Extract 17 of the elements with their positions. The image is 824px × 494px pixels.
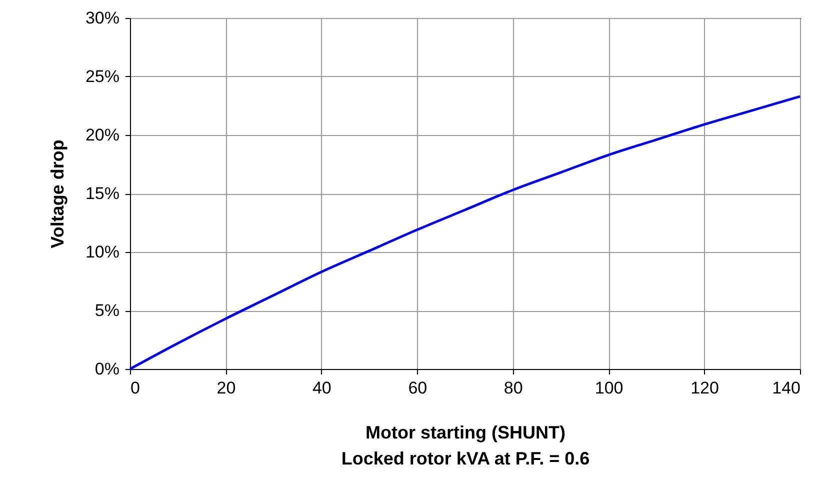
y-tick-label: 0% [94, 360, 120, 378]
x-tick-label: 0 [130, 378, 140, 398]
y-tick-label: 20% [85, 126, 120, 144]
y-tick-label: 5% [94, 301, 120, 320]
x-tick-label: 40 [312, 378, 332, 398]
y-tick-label: 25% [85, 67, 120, 86]
x-tick-label: 60 [408, 378, 428, 398]
x-tick-label: 100 [594, 378, 624, 398]
y-axis-title: Voltage drop [47, 140, 68, 248]
x-tick-label: 140 [772, 378, 800, 398]
y-tick-label: 30% [85, 8, 120, 28]
x-axis-title: Motor starting (SHUNT) Locked rotor kVA at P.F. = 0.6 [341, 422, 590, 468]
x-tick-label: 120 [690, 378, 719, 398]
y-tick-label: 15% [85, 184, 120, 203]
x-tick-label: 20 [216, 378, 236, 398]
y-tick-label: 10% [85, 242, 120, 262]
x-tick-label: 80 [504, 378, 523, 398]
